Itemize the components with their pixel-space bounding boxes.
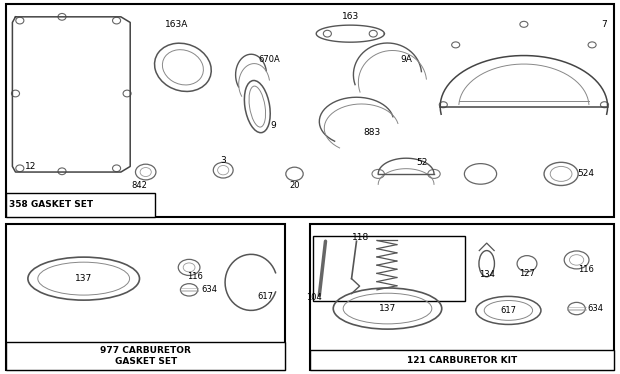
- Text: 52: 52: [416, 158, 427, 167]
- Text: 7: 7: [601, 20, 608, 29]
- Bar: [6, 224, 285, 370]
- Text: 3: 3: [220, 156, 226, 165]
- Text: 883: 883: [363, 128, 381, 137]
- Bar: [313, 236, 465, 301]
- Text: 12: 12: [25, 162, 36, 171]
- Text: 137: 137: [75, 274, 92, 283]
- Text: 9: 9: [270, 121, 276, 130]
- Bar: [310, 350, 614, 370]
- Text: 118: 118: [352, 233, 370, 242]
- Text: 358 GASKET SET: 358 GASKET SET: [9, 200, 94, 209]
- Text: 121 CARBURETOR KIT: 121 CARBURETOR KIT: [407, 356, 517, 365]
- Text: 127: 127: [519, 269, 535, 278]
- Text: 977 CARBURETOR
GASKET SET: 977 CARBURETOR GASKET SET: [100, 346, 191, 367]
- Text: 842: 842: [131, 181, 148, 190]
- Text: 617: 617: [500, 306, 516, 315]
- Text: 634: 634: [202, 285, 218, 294]
- Bar: [6, 193, 155, 217]
- Bar: [310, 224, 614, 370]
- Bar: [6, 342, 285, 370]
- Text: 116: 116: [187, 272, 203, 281]
- Text: 670A: 670A: [259, 55, 281, 64]
- Text: 116: 116: [578, 265, 594, 274]
- Text: 617: 617: [257, 292, 273, 301]
- Text: 20: 20: [290, 181, 299, 190]
- Text: 163: 163: [342, 12, 359, 21]
- Text: 134: 134: [479, 270, 495, 279]
- Bar: [6, 4, 614, 217]
- Text: 634: 634: [587, 304, 603, 313]
- Text: 9A: 9A: [400, 55, 412, 64]
- Text: 163A: 163A: [165, 20, 188, 29]
- Text: 524: 524: [577, 169, 595, 178]
- Text: 137: 137: [379, 304, 396, 313]
- Text: 104: 104: [306, 293, 322, 302]
